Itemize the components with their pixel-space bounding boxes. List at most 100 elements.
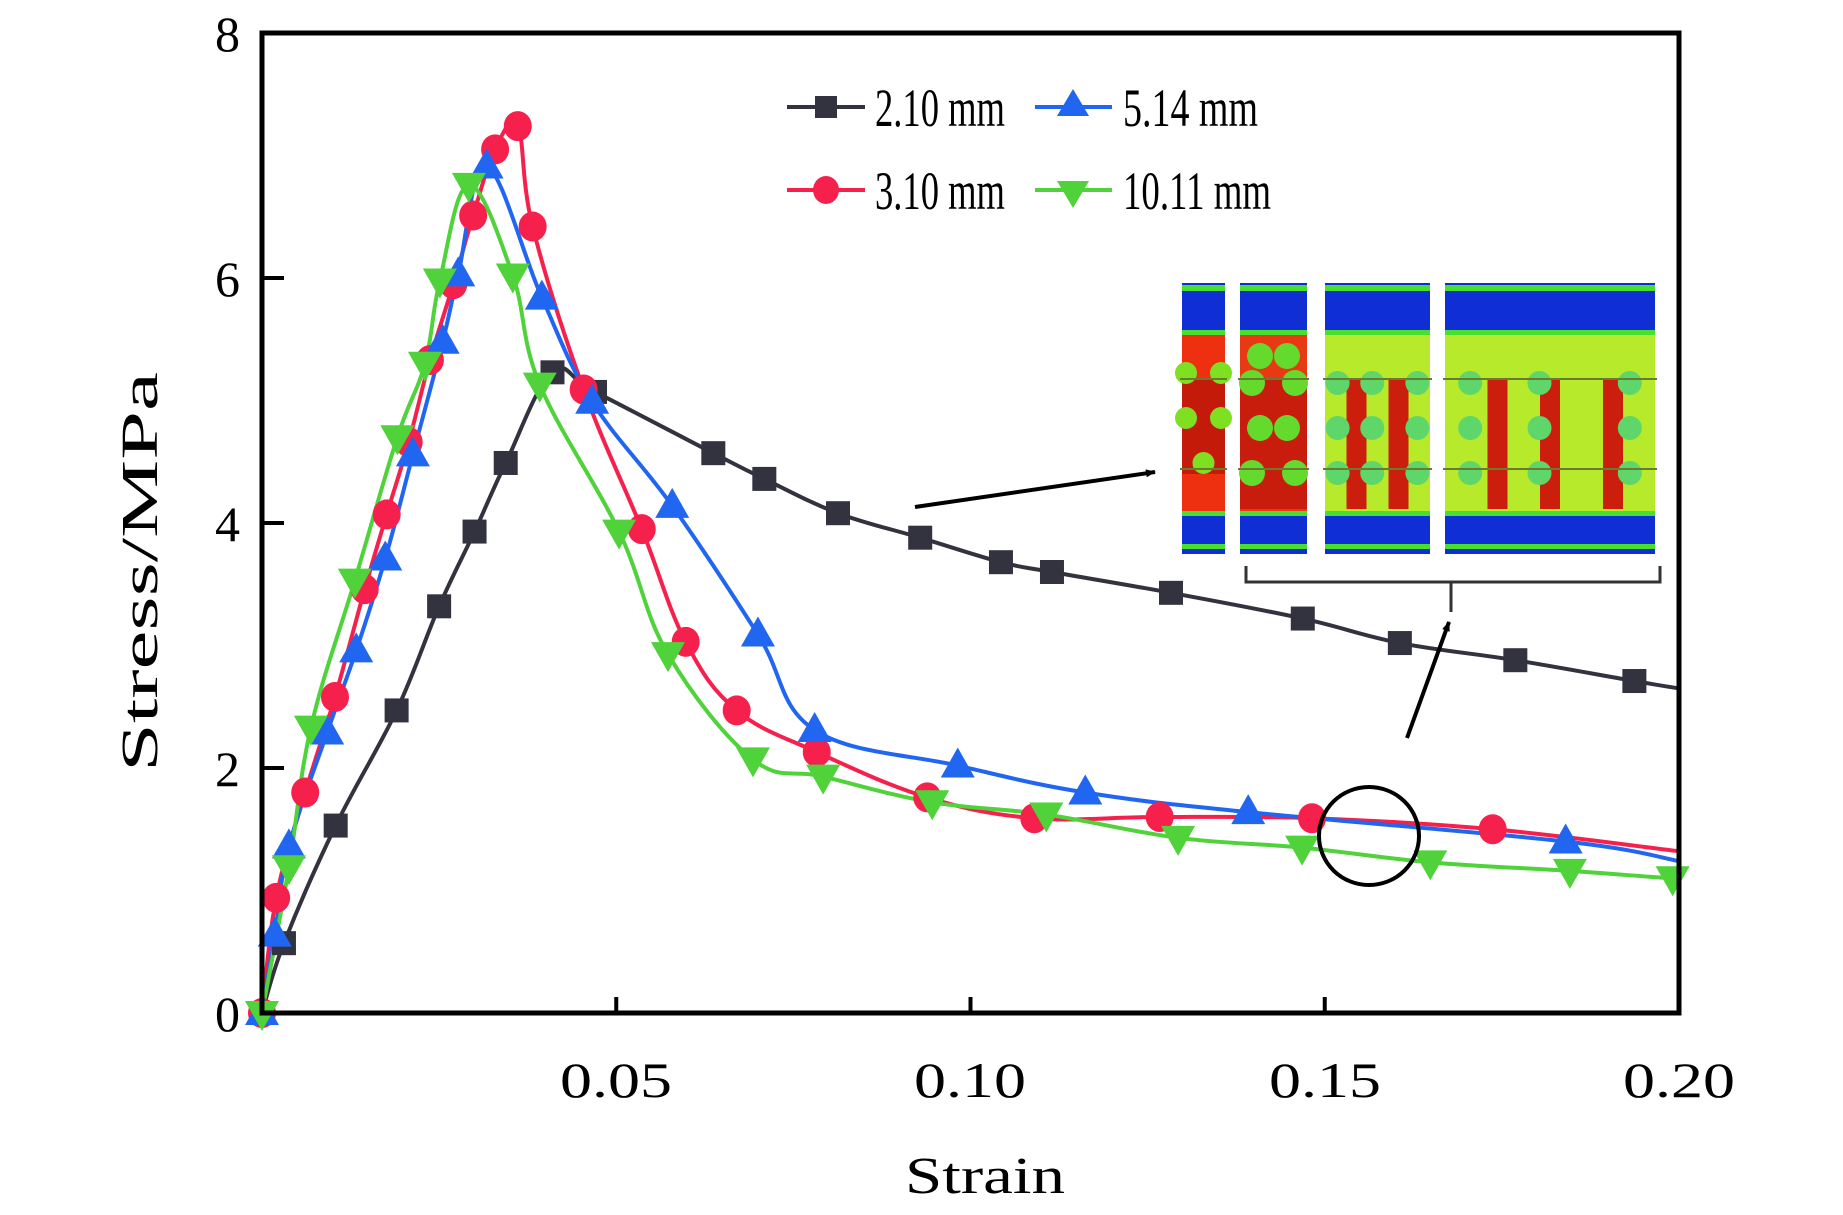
legend-item-3.10mm: 3.10 mm [787, 161, 1005, 221]
data-point-circle [1145, 802, 1174, 832]
data-point-triangle-up [797, 712, 832, 743]
contour-blob [1458, 461, 1483, 485]
contour-band [1182, 511, 1225, 516]
legend-triangle-down-marker [1057, 181, 1089, 208]
legend-triangle-up-marker [1057, 89, 1089, 116]
contour-blob [1239, 370, 1265, 396]
contour-blob [1527, 371, 1552, 395]
data-point-square [323, 813, 348, 838]
data-point-triangle-up [425, 323, 460, 354]
highlight-circle [1317, 785, 1421, 887]
contour-blob [1325, 461, 1350, 485]
data-point-triangle-down [451, 172, 486, 203]
contour-blob [1325, 371, 1350, 395]
data-point-square [384, 698, 409, 723]
data-point-circle [802, 737, 831, 768]
contour-band [1487, 379, 1508, 509]
data-point-triangle-down [337, 568, 372, 599]
data-point-square [427, 594, 452, 619]
legend-item-5.14mm: 5.14 mm [1035, 78, 1258, 138]
legend-label: 3.10 mm [875, 161, 1005, 221]
contour-band [1325, 544, 1430, 549]
contour-blob [1247, 415, 1273, 441]
y-tick-label: 6 [215, 251, 240, 307]
series-line-3.10mm [262, 119, 1679, 1013]
contour-blob [1360, 371, 1385, 395]
arrow-to-inset-bracket [1405, 621, 1451, 739]
inset-contour-image [1175, 283, 1657, 554]
contour-band [1540, 379, 1560, 509]
x-axis-label: Strain [905, 1148, 1065, 1205]
data-point-square [826, 501, 851, 526]
data-point-triangle-down [915, 790, 950, 821]
contour-band [1240, 330, 1307, 335]
data-point-triangle-down [1655, 866, 1690, 897]
data-point-triangle-down [271, 855, 306, 886]
data-point-circle [372, 499, 401, 530]
y-tick-label: 2 [215, 741, 240, 797]
data-point-triangle-down [522, 372, 557, 403]
contour-blob [1527, 461, 1552, 485]
data-point-triangle-down [1285, 835, 1320, 866]
data-point-square [988, 550, 1013, 575]
data-point-triangle-down [293, 715, 328, 746]
inset-bracket [1244, 566, 1662, 612]
data-point-triangle-down [407, 351, 442, 382]
data-point-circle [459, 200, 488, 231]
data-point-circle [518, 211, 547, 242]
contour-blob [1282, 370, 1308, 396]
data-point-square [1159, 580, 1184, 605]
data-point-triangle-up [310, 714, 345, 745]
contour-blob [1405, 461, 1430, 485]
contour-band [1240, 544, 1307, 549]
contour-blob [1282, 460, 1308, 486]
contour-blob [1192, 452, 1215, 474]
data-point-square [1503, 648, 1528, 673]
data-point-triangle-up [940, 747, 975, 778]
data-point-triangle-up [257, 916, 292, 947]
contour-blob [1405, 416, 1430, 440]
contour-band [1346, 379, 1367, 509]
contour-blob [1617, 371, 1642, 395]
data-point-triangle-up [655, 487, 690, 518]
data-point-square [1039, 560, 1064, 584]
data-point-triangle-up [368, 540, 403, 571]
series-line-5.14mm [262, 164, 1679, 1013]
data-point-triangle-down [806, 764, 841, 795]
contour-band [1240, 379, 1307, 509]
data-point-circle [262, 882, 291, 913]
legend-circle-marker [813, 176, 839, 204]
data-point-triangle-down [1161, 825, 1196, 856]
data-point-circle [503, 111, 532, 142]
data-point-square [493, 450, 518, 475]
legend-square-marker [815, 96, 837, 118]
legend-label: 2.10 mm [875, 78, 1005, 138]
contour-blob [1247, 343, 1273, 369]
data-point-square [1387, 631, 1412, 656]
contour-blob [1458, 416, 1483, 440]
data-point-circle [627, 514, 656, 545]
axis-ticks [262, 276, 1327, 1013]
contour-band [1182, 544, 1225, 549]
arrow-to-inset-panel [914, 469, 1156, 509]
data-point-triangle-up [339, 632, 374, 663]
x-tick-label: 0.20 [1623, 1052, 1735, 1108]
data-point-square [908, 525, 933, 550]
curves [262, 119, 1679, 1013]
legend-item-10.11mm: 10.11 mm [1035, 161, 1271, 221]
data-point-circle [722, 695, 751, 726]
data-point-triangle-down [1413, 850, 1448, 881]
contour-blob [1527, 416, 1552, 440]
contour-band [1445, 330, 1655, 335]
y-tick-label: 0 [215, 986, 240, 1042]
contour-band [1445, 544, 1655, 549]
data-point-square [1290, 606, 1315, 631]
contour-band [1603, 379, 1623, 509]
contour-blob [1175, 362, 1197, 384]
x-tick-label: 0.05 [560, 1052, 672, 1108]
data-point-triangle-up [575, 383, 610, 414]
contour-blob [1210, 362, 1232, 384]
markers [245, 111, 1690, 1031]
contour-band [1325, 285, 1430, 291]
contour-blob [1360, 461, 1385, 485]
